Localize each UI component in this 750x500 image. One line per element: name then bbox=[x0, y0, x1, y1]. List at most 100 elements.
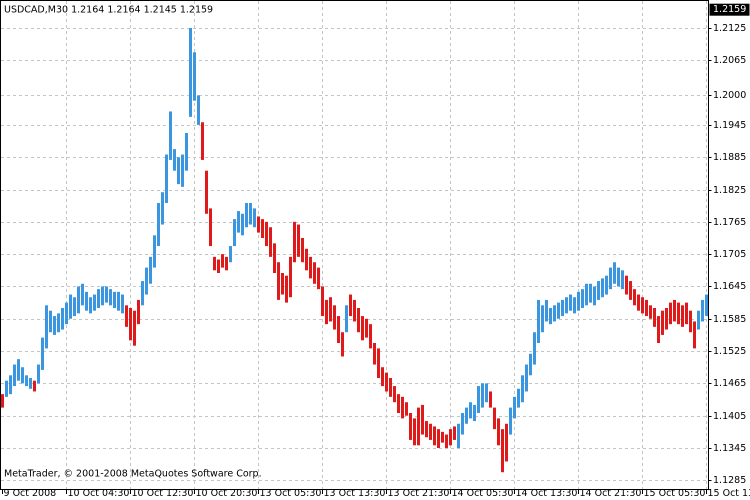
price-bar bbox=[281, 273, 284, 295]
x-tick-label: 10 Oct 12:30 bbox=[132, 488, 194, 499]
price-bar bbox=[437, 429, 440, 448]
price-bar bbox=[509, 407, 512, 435]
price-bar bbox=[653, 308, 656, 327]
price-bar bbox=[377, 348, 380, 378]
price-bar bbox=[645, 299, 648, 317]
price-bar bbox=[501, 429, 504, 473]
price-bar bbox=[189, 28, 192, 117]
price-bar bbox=[125, 305, 128, 327]
x-tick-label: 14 Oct 05:30 bbox=[452, 488, 514, 499]
price-bar bbox=[321, 286, 324, 317]
price-bar bbox=[265, 221, 268, 247]
price-bar bbox=[685, 302, 688, 325]
price-bar bbox=[201, 122, 204, 160]
price-bar bbox=[457, 423, 460, 448]
price-bar bbox=[657, 316, 660, 343]
price-bar bbox=[17, 359, 20, 381]
price-bar bbox=[461, 413, 464, 435]
price-bar bbox=[529, 353, 532, 376]
price-bar bbox=[225, 256, 228, 271]
price-bar bbox=[61, 308, 64, 330]
price-bar bbox=[533, 332, 536, 365]
price-bar bbox=[689, 310, 692, 333]
price-bar bbox=[97, 289, 100, 308]
price-bar bbox=[221, 254, 224, 268]
price-bar bbox=[485, 383, 488, 403]
x-tick-label: 13 Oct 05:30 bbox=[260, 488, 322, 499]
price-bar bbox=[473, 404, 476, 422]
price-bar bbox=[173, 149, 176, 171]
price-bar bbox=[617, 267, 620, 287]
price-bar bbox=[393, 386, 396, 403]
price-bar bbox=[373, 343, 376, 365]
price-bar bbox=[25, 375, 28, 387]
price-bar bbox=[213, 256, 216, 271]
price-bar bbox=[73, 297, 76, 317]
price-bar bbox=[269, 227, 272, 257]
price-bar bbox=[545, 299, 548, 322]
price-bar bbox=[397, 394, 400, 413]
price-bar bbox=[69, 294, 72, 319]
price-bar bbox=[421, 404, 424, 435]
price-bar bbox=[477, 386, 480, 413]
price-bar bbox=[13, 364, 16, 387]
y-tick-label: 1.2000 bbox=[713, 90, 746, 101]
x-tick-label: 15 Oct 13:30 bbox=[708, 488, 750, 499]
price-bar bbox=[369, 324, 372, 349]
axis: 1.2125 1.2065 1.2000 1.1945 1.1885 1.1825 1.17… bbox=[2, 3, 750, 499]
chart-title: USDCAD,M30 1.2164 1.2164 1.2145 1.2159 bbox=[4, 5, 213, 16]
price-bar bbox=[241, 213, 244, 236]
price-bar bbox=[37, 364, 40, 384]
grid bbox=[1, 1, 709, 490]
price-bar bbox=[165, 154, 168, 203]
price-bar bbox=[465, 407, 468, 424]
price-bar bbox=[445, 434, 448, 448]
price-bar bbox=[633, 289, 636, 306]
price-bar bbox=[429, 423, 432, 440]
price-bar bbox=[665, 308, 668, 330]
price-bar bbox=[285, 275, 288, 303]
price-bar bbox=[589, 283, 592, 303]
price-bar bbox=[297, 224, 300, 257]
price-bar bbox=[481, 383, 484, 408]
price-bar bbox=[681, 305, 684, 327]
price-bar bbox=[705, 294, 708, 317]
price-bar bbox=[257, 216, 260, 233]
price-bar bbox=[185, 133, 188, 171]
price-bar bbox=[245, 203, 248, 228]
price-bar bbox=[361, 316, 364, 341]
price-bar bbox=[345, 305, 348, 333]
price-bar bbox=[337, 316, 340, 343]
price-bar bbox=[133, 310, 136, 346]
price-bar bbox=[357, 308, 360, 333]
y-tick-label: 1.1885 bbox=[713, 152, 746, 163]
x-tick-label: 14 Oct 13:30 bbox=[516, 488, 578, 499]
price-bar bbox=[341, 332, 344, 357]
x-tick-label: 10 Oct 04:30 bbox=[68, 488, 130, 499]
price-bar bbox=[5, 380, 8, 397]
price-bar bbox=[605, 275, 608, 295]
price-bar bbox=[489, 391, 492, 408]
price-bar bbox=[701, 299, 704, 322]
price-bar bbox=[649, 305, 652, 319]
price-bar bbox=[161, 192, 164, 225]
price-bar bbox=[425, 421, 428, 438]
price-bar bbox=[293, 221, 296, 263]
price-bar bbox=[513, 396, 516, 419]
price-bar bbox=[145, 267, 148, 295]
price-bar bbox=[673, 299, 676, 322]
y-tick-label: 1.1585 bbox=[713, 314, 746, 325]
price-bar bbox=[497, 418, 500, 446]
price-bar bbox=[141, 281, 144, 306]
y-tick-label: 1.1405 bbox=[713, 411, 746, 422]
y-tick-label: 1.1825 bbox=[713, 185, 746, 196]
y-tick-label: 1.2065 bbox=[713, 55, 746, 66]
price-bar bbox=[105, 286, 108, 303]
price-bar bbox=[53, 316, 56, 335]
price-bar bbox=[57, 313, 60, 333]
price-bar bbox=[29, 378, 32, 389]
current-price-box bbox=[709, 3, 750, 16]
price-bar bbox=[233, 219, 236, 247]
price-bar bbox=[121, 294, 124, 314]
